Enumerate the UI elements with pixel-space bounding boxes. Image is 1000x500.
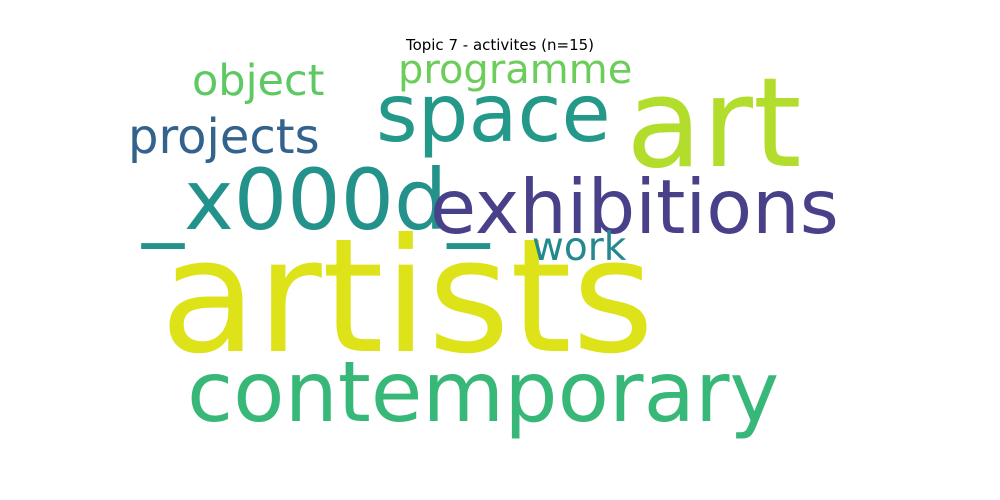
word-art: art (626, 52, 802, 196)
word-artists: artists (160, 205, 655, 389)
word-x000d: _x000d_ (142, 151, 490, 249)
chart-title: Topic 7 - activites (n=15) (405, 36, 595, 54)
word-space: space (376, 67, 611, 160)
word-object: object (192, 56, 325, 106)
word-work: work (532, 225, 627, 270)
word-contemporary: contemporary (187, 343, 780, 441)
word-programme: programme (398, 47, 633, 93)
word-projects: projects (128, 109, 320, 165)
word-exhibitions: exhibitions (430, 163, 839, 251)
